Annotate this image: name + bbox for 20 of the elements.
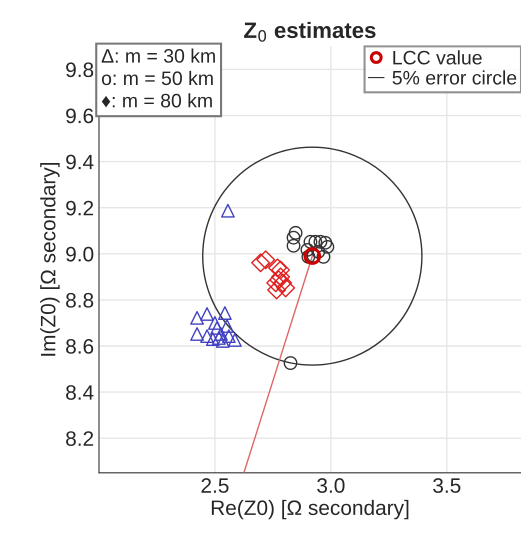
y-tick-label: 8.4 bbox=[66, 385, 94, 400]
legend-label: LCC value bbox=[393, 50, 482, 65]
y-tick-label: 9.2 bbox=[66, 200, 94, 216]
annotation: Δ: m = 30 km bbox=[102, 48, 215, 63]
annotation: 5% error circle bbox=[392, 70, 516, 85]
y-axis-title: Im(Z0) [Ω secondary] bbox=[40, 162, 60, 356]
annotation: ♦: m = 80 km bbox=[102, 93, 212, 108]
chart-title: Z$_{0}$ estimates bbox=[244, 22, 376, 42]
y-tick-label: 9.6 bbox=[66, 108, 94, 124]
y-tick-label: 8.8 bbox=[66, 292, 94, 308]
x-tick-label: 2.5 bbox=[201, 478, 229, 493]
x-axis-title: Re(Z0) [Ω secondary] bbox=[212, 500, 408, 520]
annotation: o: m = 50 km bbox=[102, 70, 213, 86]
x-tick-label: 3.0 bbox=[317, 478, 345, 493]
y-tick-label: 9.0 bbox=[66, 246, 94, 262]
y-tick-label: 8.6 bbox=[66, 339, 94, 354]
y-tick-label: 8.2 bbox=[66, 431, 94, 446]
y-tick-label: 9.8 bbox=[66, 62, 94, 78]
y-tick-label: 9.4 bbox=[66, 154, 94, 170]
x-tick-label: 3.5 bbox=[433, 478, 460, 493]
